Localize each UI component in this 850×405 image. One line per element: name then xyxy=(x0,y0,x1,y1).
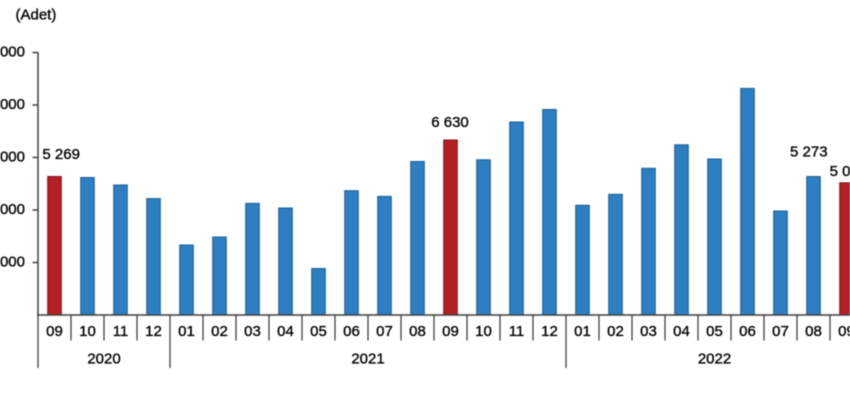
svg-text:2021: 2021 xyxy=(351,350,384,367)
svg-text:08: 08 xyxy=(805,323,822,340)
svg-text:(Adet): (Adet) xyxy=(16,6,57,23)
svg-text:07: 07 xyxy=(772,323,789,340)
svg-text:02: 02 xyxy=(607,323,624,340)
svg-text:5 273: 5 273 xyxy=(790,144,828,161)
svg-text:10: 10 xyxy=(79,323,96,340)
svg-text:05: 05 xyxy=(310,323,327,340)
svg-text:01: 01 xyxy=(178,323,195,340)
svg-text:02: 02 xyxy=(211,323,228,340)
svg-text:2022: 2022 xyxy=(698,350,731,367)
svg-text:10 000: 10 000 xyxy=(0,44,25,61)
svg-text:2 000: 2 000 xyxy=(0,254,25,271)
svg-text:5 269: 5 269 xyxy=(42,146,80,163)
svg-text:04: 04 xyxy=(673,323,690,340)
svg-text:06: 06 xyxy=(739,323,756,340)
svg-text:08: 08 xyxy=(409,323,426,340)
svg-text:09: 09 xyxy=(46,323,63,340)
svg-text:6 630: 6 630 xyxy=(431,114,469,131)
svg-text:03: 03 xyxy=(640,323,657,340)
svg-text:04: 04 xyxy=(277,323,294,340)
svg-text:10: 10 xyxy=(475,323,492,340)
svg-text:11: 11 xyxy=(509,323,525,340)
svg-text:8 000: 8 000 xyxy=(0,96,25,113)
svg-text:07: 07 xyxy=(376,323,393,340)
svg-text:5 069: 5 069 xyxy=(830,163,850,180)
svg-text:01: 01 xyxy=(574,323,591,340)
svg-text:05: 05 xyxy=(706,323,723,340)
svg-text:6 000: 6 000 xyxy=(0,149,25,166)
svg-text:12: 12 xyxy=(541,323,558,340)
svg-text:12: 12 xyxy=(145,323,162,340)
svg-text:4 000: 4 000 xyxy=(0,201,25,218)
svg-text:09: 09 xyxy=(838,323,850,340)
svg-text:09: 09 xyxy=(442,323,459,340)
svg-text:06: 06 xyxy=(343,323,360,340)
svg-text:11: 11 xyxy=(113,323,129,340)
svg-text:03: 03 xyxy=(244,323,261,340)
svg-text:2020: 2020 xyxy=(87,350,120,367)
